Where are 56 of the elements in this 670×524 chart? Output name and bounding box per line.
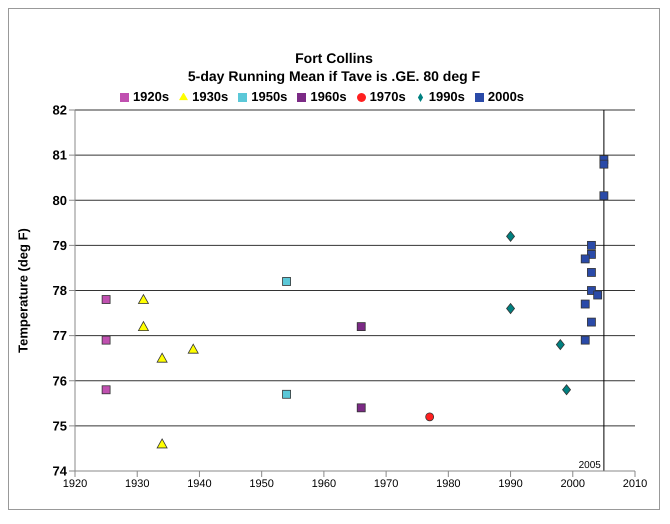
- point: [599, 191, 608, 200]
- y-tick-label: 80: [52, 192, 67, 208]
- point: [556, 339, 565, 350]
- y-tick-label: 76: [52, 373, 67, 388]
- point: [506, 303, 515, 314]
- y-tick-label: 81: [52, 148, 67, 163]
- ref-line-label: 2005: [578, 460, 602, 471]
- point: [282, 390, 291, 399]
- legend-label: 1960s: [310, 89, 347, 104]
- legend-label: 1970s: [370, 89, 406, 104]
- point: [587, 268, 596, 277]
- point: [580, 254, 590, 264]
- chart-subtitle: 5-day Running Mean if Tave is .GE. 80 deg F: [186, 67, 482, 85]
- x-tick-label: 1960: [312, 478, 336, 490]
- point: [593, 290, 602, 300]
- point: [102, 295, 111, 304]
- point: [580, 300, 590, 308]
- x-tick-label: 1950: [249, 478, 274, 490]
- x-tick-label: 2010: [622, 478, 648, 490]
- x-tick-label: 1990: [498, 478, 523, 490]
- point: [587, 318, 596, 326]
- point: [425, 412, 434, 422]
- y-tick-label: 75: [52, 418, 67, 434]
- point: [102, 336, 111, 345]
- legend-label: 1990s: [428, 89, 465, 104]
- y-tick-label: 79: [52, 238, 67, 253]
- legend-label: 1950s: [251, 89, 288, 104]
- point: [356, 403, 366, 412]
- legend-label: 1920s: [132, 89, 170, 104]
- y-tick-label: 78: [52, 283, 67, 298]
- point: [562, 384, 571, 396]
- y-tick-label: 77: [52, 328, 67, 344]
- point: [156, 438, 168, 448]
- x-tick-label: 1940: [187, 478, 212, 490]
- point: [102, 385, 111, 394]
- point: [587, 240, 596, 250]
- legend-label: 2000s: [488, 89, 524, 104]
- x-tick-label: 2000: [560, 478, 586, 490]
- point: [506, 230, 515, 242]
- point: [356, 322, 366, 331]
- y-axis-title: Temperature (deg F): [16, 228, 31, 353]
- y-tick-label: 74: [52, 464, 68, 479]
- x-tick-label: 1930: [124, 478, 150, 490]
- legend-label: 1930s: [192, 89, 228, 104]
- point: [580, 336, 590, 345]
- chart-title: Fort Collins: [294, 49, 374, 67]
- x-tick-label: 1980: [436, 478, 461, 490]
- point: [282, 277, 291, 286]
- point: [138, 321, 149, 331]
- point: [138, 294, 149, 304]
- point: [156, 352, 168, 363]
- point: [188, 344, 199, 354]
- y-tick-label: 82: [52, 102, 67, 118]
- x-tick-label: 1970: [374, 478, 398, 490]
- point: [599, 160, 608, 169]
- x-tick-label: 1920: [62, 478, 88, 490]
